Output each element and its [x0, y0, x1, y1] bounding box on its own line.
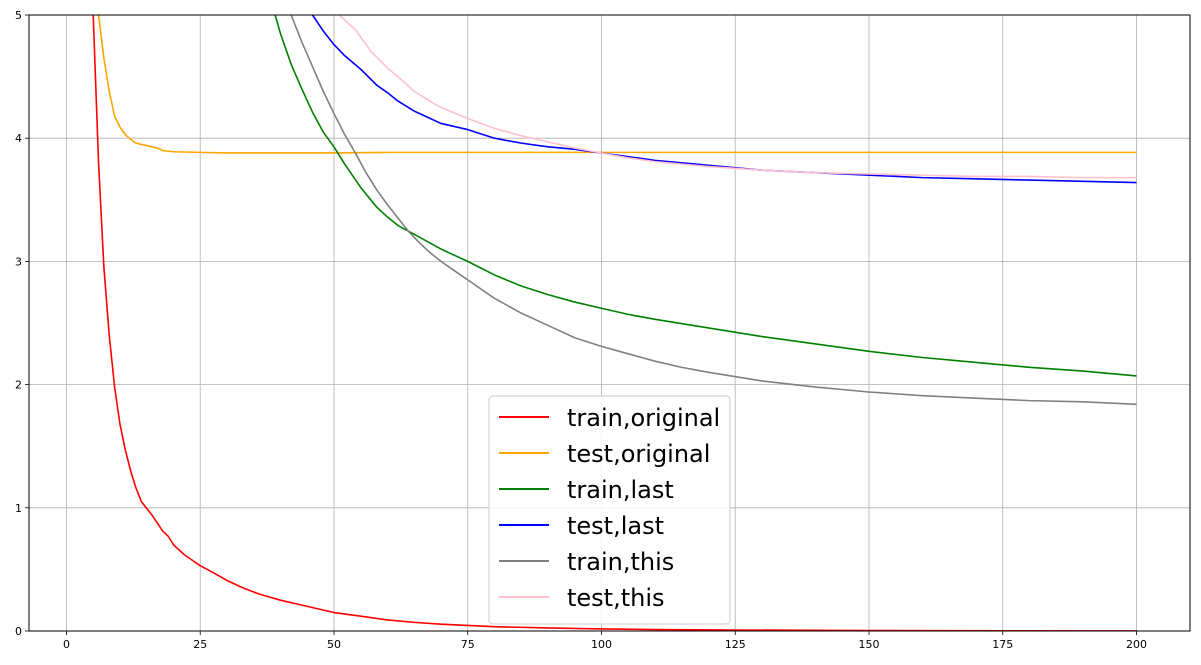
x-tick-label: 175: [992, 638, 1013, 651]
y-tick-label: 0: [15, 625, 22, 638]
series-line-test-this: [338, 15, 1137, 179]
series-line-train-original: [92, 15, 1137, 631]
legend: train,original test,original train,last tes…: [488, 395, 731, 625]
series-line-test-last: [311, 15, 1137, 184]
legend-label: train,last: [567, 476, 674, 504]
y-tick-label: 4: [15, 132, 22, 145]
legend-box: [488, 395, 731, 625]
legend-label: test,last: [567, 512, 664, 540]
x-tick-label: 200: [1126, 638, 1147, 651]
series-line-train-last: [274, 15, 1137, 377]
y-axis: 0 1 2 3 4 5: [15, 9, 29, 638]
y-tick-label: 2: [15, 379, 22, 392]
legend-label: test,this: [567, 584, 665, 612]
legend-label: train,this: [567, 548, 674, 576]
legend-label: test,original: [567, 440, 710, 468]
x-tick-label: 75: [461, 638, 475, 651]
y-tick-label: 1: [15, 502, 22, 515]
series-line-train-this: [290, 15, 1137, 406]
x-tick-label: 50: [327, 638, 341, 651]
x-tick-label: 100: [591, 638, 612, 651]
x-tick-label: 125: [725, 638, 746, 651]
y-tick-label: 5: [15, 9, 22, 22]
series-line-test-original: [97, 15, 1137, 154]
series-layer: [92, 15, 1137, 631]
x-tick-label: 150: [858, 638, 879, 651]
y-tick-label: 3: [15, 255, 22, 268]
x-tick-label: 0: [63, 638, 70, 651]
x-axis: 0 25 50 75 100 125 150 175 200: [63, 631, 1147, 651]
x-tick-label: 25: [193, 638, 207, 651]
plot-frame: [28, 14, 1191, 632]
legend-label: train,original: [567, 404, 720, 432]
